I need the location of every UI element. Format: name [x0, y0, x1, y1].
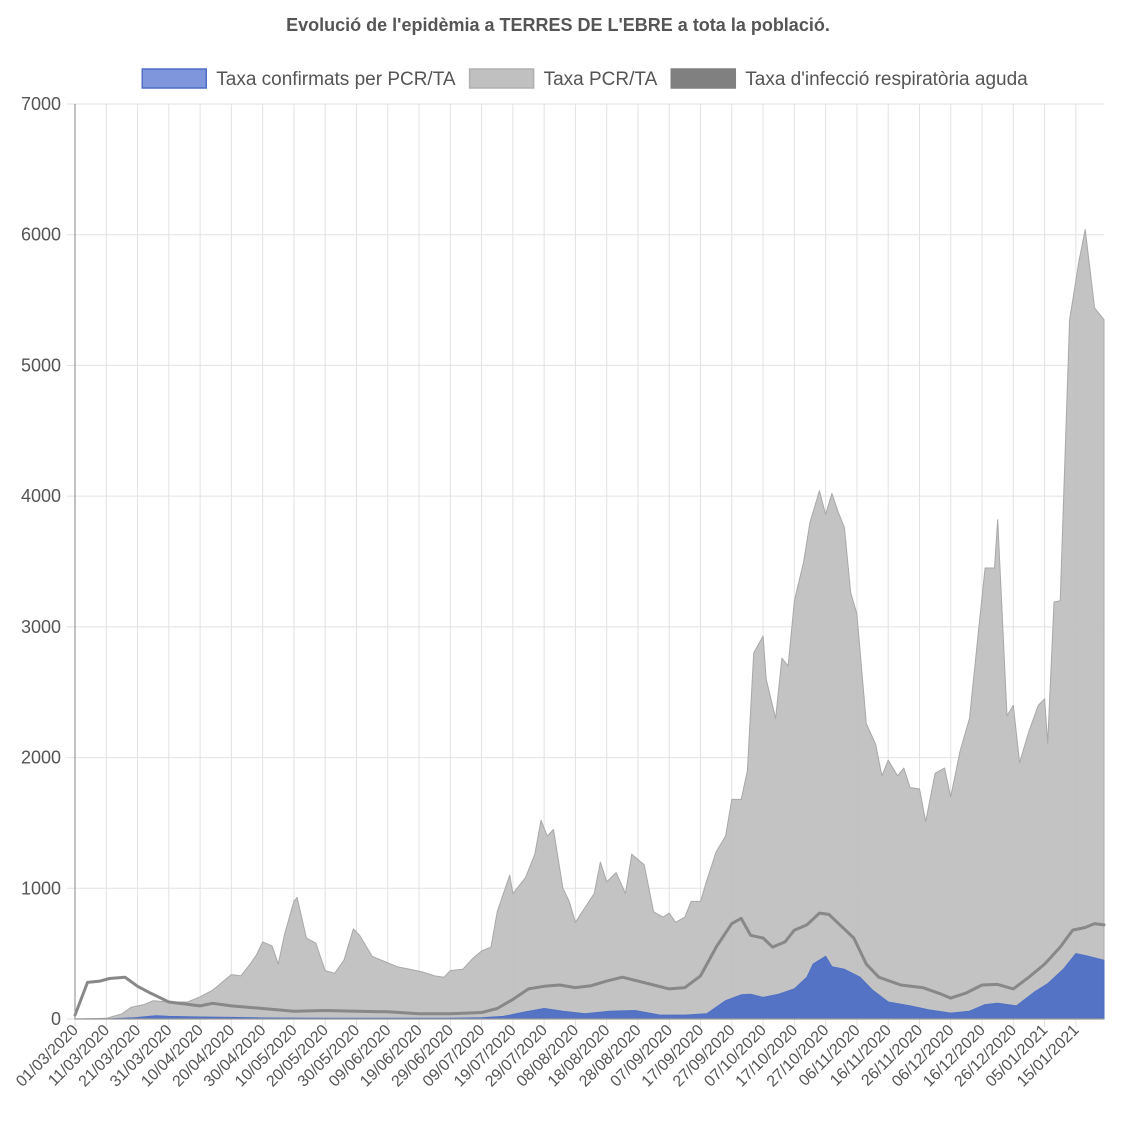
y-tick-label: 7000: [21, 94, 61, 114]
series-area-taxa-pcr-ta: [74, 229, 1105, 1020]
y-tick-label: 0: [51, 1009, 61, 1029]
y-tick-label: 5000: [21, 355, 61, 375]
y-tick-label: 4000: [21, 486, 61, 506]
legend-swatch-taxa-d-infecci-respirat-ria-aguda: [670, 68, 737, 89]
plot-area: [73, 229, 1106, 1020]
series-line-taxa-d-infecci-respirat-ria-aguda: [73, 911, 1106, 1017]
chart-title: Evolució de l'epidèmia a TERRES DE L'EBR…: [286, 15, 830, 35]
series-area-taxa-confirmats-per-pcr-ta: [74, 953, 1105, 1020]
y-tick-label: 1000: [21, 878, 61, 898]
y-tick-label: 6000: [21, 225, 61, 245]
y-tick-label: 2000: [21, 748, 61, 768]
legend-label-taxa-pcr-ta: Taxa PCR/TA: [544, 69, 658, 90]
legend-label-taxa-confirmats-per-pcr-ta: Taxa confirmats per PCR/TA: [216, 69, 456, 90]
legend-label-taxa-d-infecci-respirat-ria-aguda: Taxa d'infecció respiratòria aguda: [745, 69, 1028, 90]
legend-swatch-taxa-confirmats-per-pcr-ta: [141, 68, 208, 89]
legend: Taxa confirmats per PCR/TA Taxa PCR/TA Tax…: [141, 68, 1028, 90]
legend-swatch-taxa-pcr-ta: [468, 68, 535, 89]
y-tick-label: 3000: [21, 617, 61, 637]
